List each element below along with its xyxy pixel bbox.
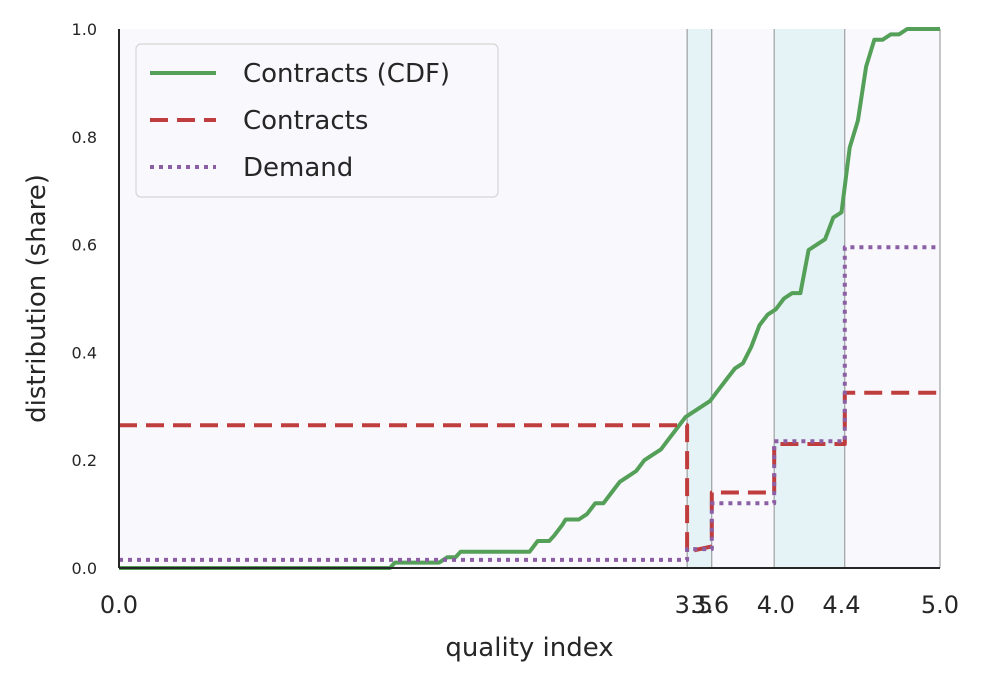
x-tick-label: 0.0 [100,591,138,619]
x-tick-label: 3.6 [691,591,729,619]
x-tick-label: 3.5 [675,591,713,619]
y-tick-label: 0.8 [72,128,97,147]
legend-label: Contracts (CDF) [243,59,450,89]
shaded-band [687,29,712,568]
y-tick-label: 0.6 [72,236,97,255]
y-tick-label: 0.4 [72,343,97,362]
y-tick-label: 1.0 [72,20,97,39]
series-line-1 [119,27,940,570]
x-tick-label: 4.4 [822,591,860,619]
legend-label: Contracts [243,106,368,136]
y-axis-label: distribution (share) [22,174,52,423]
x-tick-label: 5.0 [921,591,959,619]
y-tick-label: 0.2 [72,451,97,470]
legend-label: Demand [243,153,353,183]
y-tick-label: 0.0 [72,559,97,578]
x-tick-label: 4.0 [757,591,795,619]
legend-box [135,43,499,198]
x-axis-label: quality index [445,633,613,663]
